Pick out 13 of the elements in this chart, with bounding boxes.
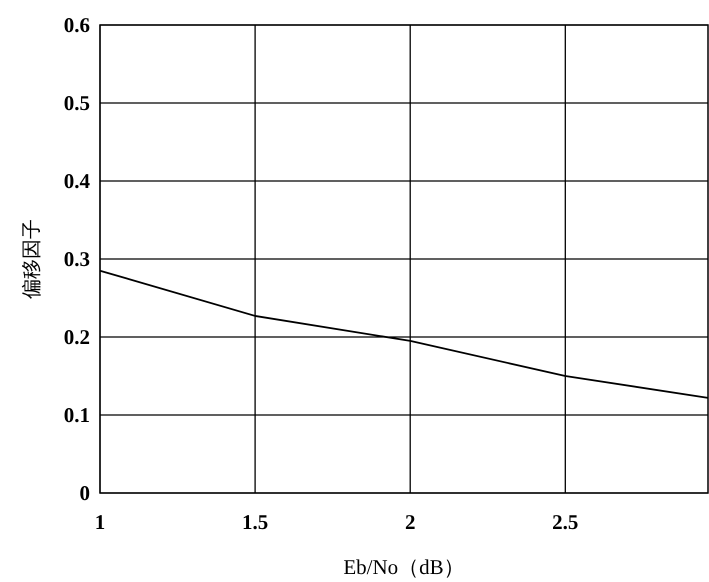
y-tick-label: 0.5	[64, 91, 90, 115]
y-tick-label: 0.1	[64, 403, 90, 427]
y-tick-label: 0.6	[64, 13, 90, 37]
x-tick-label: 2.5	[552, 510, 578, 534]
x-tick-label: 1.5	[242, 510, 268, 534]
y-tick-label: 0.4	[64, 169, 90, 193]
x-tick-label: 1	[94, 510, 106, 534]
y-axis-title: 偏移因子	[21, 219, 43, 299]
x-axis-title: Eb/No（dB）	[343, 555, 465, 579]
y-tick-label: 0	[80, 481, 90, 505]
y-tick-label: 0.3	[64, 247, 90, 271]
y-tick-label: 0.2	[64, 325, 90, 349]
x-tick-label: 2	[404, 510, 416, 534]
